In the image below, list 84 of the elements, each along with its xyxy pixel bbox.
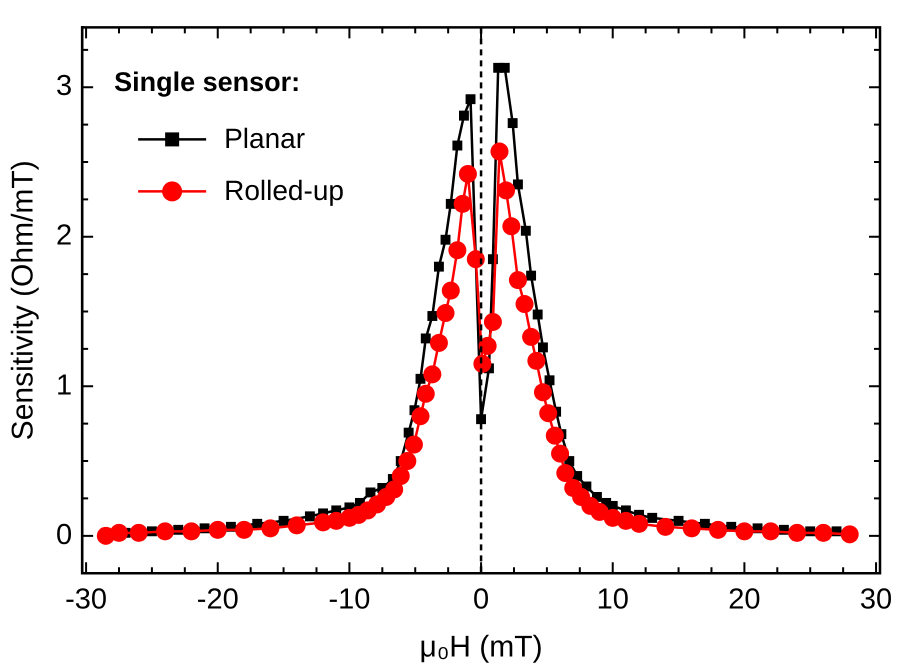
- point: [110, 524, 128, 542]
- point: [709, 520, 728, 539]
- y-tick-label: 3: [56, 70, 72, 102]
- point: [278, 516, 289, 526]
- point: [762, 522, 780, 540]
- point: [420, 333, 431, 344]
- point: [814, 524, 832, 542]
- point: [484, 312, 502, 331]
- legend-label: Rolled-up: [224, 175, 344, 206]
- point: [497, 181, 516, 200]
- point: [508, 118, 518, 128]
- point: [412, 407, 430, 426]
- point: [539, 404, 558, 422]
- point: [459, 110, 469, 121]
- x-tick-label: -30: [65, 584, 108, 616]
- point: [404, 436, 423, 454]
- point: [546, 426, 564, 445]
- point: [404, 428, 414, 438]
- x-tick-label: 30: [860, 584, 892, 616]
- point: [130, 524, 148, 542]
- point: [452, 140, 462, 150]
- point: [208, 520, 227, 539]
- point: [735, 522, 754, 540]
- x-tick-label: -10: [328, 584, 370, 616]
- point: [656, 518, 674, 536]
- point: [416, 374, 426, 384]
- point: [427, 311, 438, 321]
- x-tick-label: 0: [472, 584, 490, 616]
- point: [182, 522, 200, 540]
- point: [430, 334, 448, 352]
- point: [647, 512, 658, 523]
- point: [590, 502, 609, 521]
- point: [522, 328, 540, 346]
- point: [156, 522, 174, 540]
- point: [442, 282, 460, 300]
- y-tick-label: 1: [56, 369, 72, 402]
- point: [512, 179, 523, 190]
- point: [526, 270, 536, 281]
- x-tick-label: 10: [596, 584, 629, 616]
- point: [556, 464, 574, 482]
- point: [436, 304, 455, 322]
- x-tick-label: -20: [196, 584, 239, 616]
- point: [840, 525, 859, 544]
- point: [235, 520, 254, 539]
- point: [398, 452, 416, 470]
- point: [502, 217, 520, 236]
- point: [490, 142, 508, 161]
- y-tick-label: 2: [56, 220, 72, 252]
- point: [448, 241, 466, 260]
- point: [532, 310, 543, 320]
- y-axis-title: Sensitivity (Ohm/mT): [6, 160, 40, 440]
- point: [434, 262, 444, 272]
- point: [423, 365, 442, 384]
- point: [288, 516, 306, 534]
- point: [682, 519, 701, 538]
- point: [538, 342, 548, 352]
- point: [630, 514, 648, 533]
- point: [534, 383, 552, 402]
- point: [392, 467, 410, 486]
- point: [466, 250, 485, 268]
- point: [516, 295, 534, 314]
- point: [416, 384, 435, 403]
- point: [544, 375, 554, 386]
- point: [788, 524, 806, 542]
- point: [527, 352, 546, 370]
- y-tick-label: 0: [56, 518, 72, 551]
- x-axis-title: μ₀H (mT): [420, 630, 543, 664]
- legend-label: Planar: [224, 123, 306, 154]
- point: [674, 516, 684, 526]
- point: [454, 194, 472, 213]
- legend-title: Single sensor:: [114, 66, 300, 97]
- point: [366, 488, 376, 498]
- point: [440, 234, 450, 245]
- point: [500, 62, 510, 73]
- point: [508, 271, 527, 290]
- point: [551, 444, 570, 463]
- x-tick-label: 20: [728, 584, 761, 616]
- point: [466, 94, 476, 104]
- point: [520, 226, 531, 236]
- point: [458, 164, 477, 183]
- point: [261, 519, 280, 538]
- point: [304, 511, 315, 522]
- point: [478, 336, 497, 355]
- point: [385, 480, 404, 498]
